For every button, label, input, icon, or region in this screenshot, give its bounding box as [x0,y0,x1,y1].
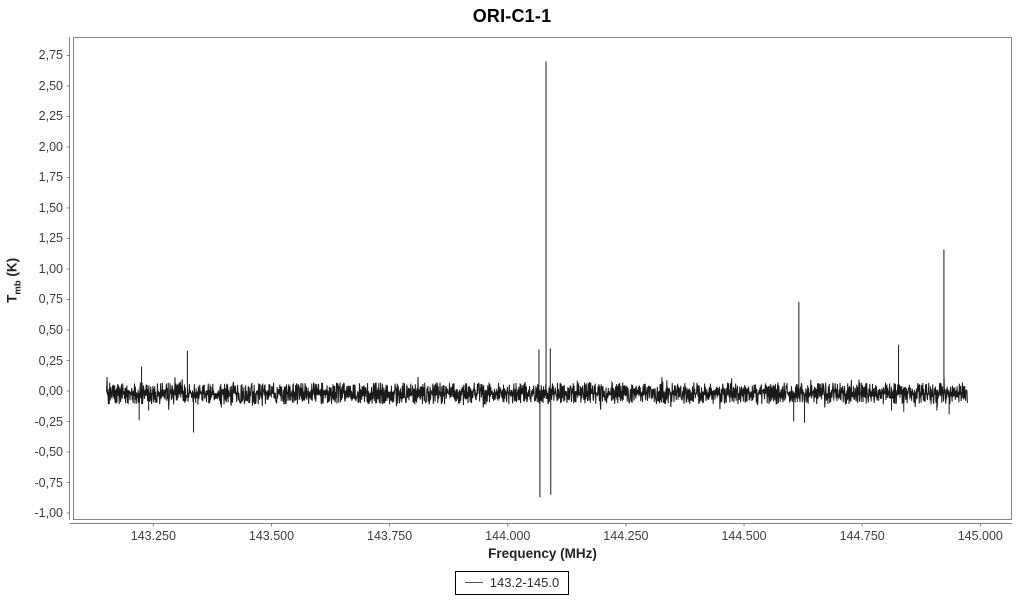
x-tick-label: 144.750 [839,529,885,543]
y-tick-label: 1,50 [38,200,63,215]
y-axis-title: Tmb (K) [5,140,24,420]
legend: 143.2-145.0 [0,571,1024,595]
y-tick-label: -1,00 [34,506,64,521]
x-tick-label: 144.250 [603,529,649,543]
x-tick-label: 144.500 [721,529,767,543]
y-tick-label: 2,00 [38,139,63,154]
x-tick-label: 143.500 [248,529,295,543]
x-tick-label: 144.000 [485,529,531,543]
y-axis-title-sub: mb [12,280,24,295]
y-tick-label: -0,50 [34,445,64,460]
y-tick-label: -0,75 [34,475,64,490]
y-tick-label: 2,25 [38,109,63,124]
legend-series-label: 143.2-145.0 [489,575,560,590]
x-tick-label: 145.000 [957,529,1003,543]
legend-line-sample-icon [464,582,483,583]
y-axis-title-main: T [4,294,20,303]
y-tick-label: 0,50 [38,322,63,337]
y-tick-label: 1,00 [38,261,63,276]
y-axis-title-unit: (K) [4,257,20,281]
chart-title: ORI-C1-1 [472,6,552,26]
y-tick-label: 0,75 [38,292,63,307]
y-tick-label: 2,50 [38,78,63,93]
x-tick-label: 143.750 [367,529,413,543]
spectrum-noise-trace [106,376,968,410]
y-tick-label: 0,25 [38,353,63,368]
legend-box: 143.2-145.0 [454,571,570,595]
x-tick-label: 143.250 [130,529,176,543]
y-tick-label: 1,25 [38,231,63,246]
x-axis-title: Frequency (MHz) [488,546,597,561]
y-tick-label: 1,75 [38,170,63,185]
y-tick-label: 2,75 [38,48,63,63]
y-tick-label: -0,25 [34,414,64,429]
plot-frame [73,37,1012,520]
y-tick-label: 0,00 [38,384,63,398]
